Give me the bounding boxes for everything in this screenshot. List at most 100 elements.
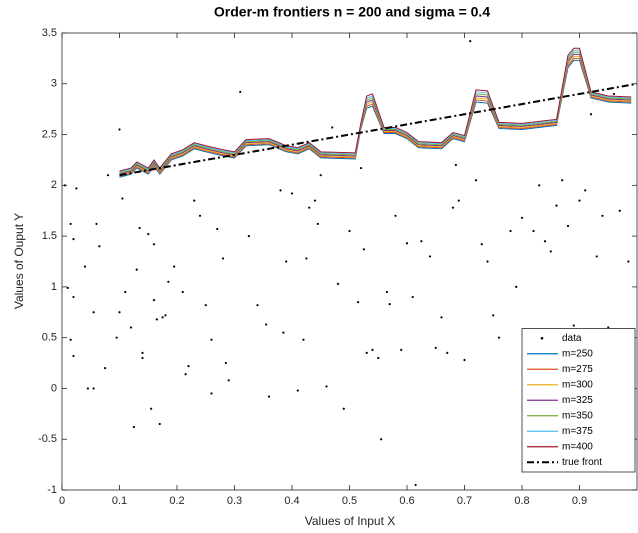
data-point (578, 199, 581, 202)
data-point (497, 336, 501, 339)
data-point (336, 282, 340, 285)
data-point (167, 280, 170, 283)
frontier-line (119, 47, 632, 172)
legend-label: m=375 (562, 426, 593, 437)
x-tick-label: 0 (59, 495, 65, 507)
data-point (601, 214, 604, 217)
data-point (549, 250, 552, 253)
data-point (92, 387, 95, 390)
data-point (161, 316, 164, 319)
y-axis-label: Values of Ouput Y (12, 213, 26, 309)
data-point (400, 348, 403, 351)
data-point (348, 229, 351, 233)
x-tick-label: 0.2 (169, 495, 184, 507)
data-point (155, 318, 158, 321)
x-tick-label: 0.4 (284, 495, 299, 507)
data-point (454, 163, 457, 167)
data-point (365, 351, 368, 354)
data-point (187, 365, 190, 368)
x-tick-label: 0.7 (457, 495, 472, 507)
data-point (486, 260, 489, 263)
data-point (152, 298, 156, 302)
data-point (589, 113, 593, 116)
data-point (265, 323, 268, 326)
x-tick-label: 0.5 (342, 495, 357, 507)
data-point (561, 179, 564, 182)
data-point (135, 268, 138, 271)
data-point (411, 295, 414, 299)
data-point (618, 209, 621, 212)
legend-marker (540, 336, 544, 340)
data-point (362, 248, 365, 251)
data-point (118, 128, 121, 131)
data-point (434, 346, 437, 349)
data-point (316, 222, 319, 226)
y-tick-label: 0 (51, 382, 57, 394)
data-point (492, 314, 495, 317)
data-point (595, 255, 598, 258)
data-point (308, 206, 311, 209)
data-point (440, 316, 443, 319)
data-point (69, 338, 72, 341)
data-point (224, 361, 227, 365)
data-point (121, 197, 124, 200)
legend-label: m=400 (562, 441, 593, 452)
data-point (394, 214, 397, 217)
data-point (414, 483, 417, 487)
legend-label: m=300 (562, 379, 593, 390)
data-point (572, 324, 575, 327)
data-point (420, 240, 423, 243)
data-point (69, 222, 72, 226)
chart-title: Order-m frontiers n = 200 and sigma = 0.… (214, 4, 490, 20)
data-point (325, 385, 328, 388)
y-tick-label: 2 (51, 179, 57, 191)
legend: data m=250 m=275 m=300 m=325 m=350 m=375 m=400 t… (521, 328, 636, 473)
data-point (584, 189, 587, 192)
y-tick-label: 1.5 (42, 230, 57, 242)
data-point (566, 224, 570, 228)
data-point (216, 227, 219, 231)
data-point (141, 351, 144, 354)
y-tick-label: 1 (51, 281, 57, 293)
data-point (520, 216, 524, 219)
legend-label: m=250 (562, 348, 593, 359)
data-point (331, 126, 334, 129)
data-point (104, 367, 107, 370)
data-point (532, 229, 535, 233)
data-point (115, 336, 118, 339)
data-point (313, 199, 317, 202)
data-point (152, 243, 156, 246)
data-point (282, 331, 285, 334)
data-point (474, 179, 478, 182)
data-point (388, 303, 391, 306)
data-point (83, 265, 87, 268)
y-tick-label: 2.5 (42, 128, 57, 140)
x-tick-label: 0.9 (572, 495, 587, 507)
data-point (342, 407, 345, 410)
data-point (380, 438, 383, 441)
data-point (457, 199, 460, 202)
reference-line (119, 82, 638, 177)
data-point (612, 92, 616, 96)
data-point (296, 389, 299, 392)
data-point (72, 295, 75, 299)
legend-label: m=275 (562, 364, 593, 375)
y-tick-label: 0.5 (42, 332, 57, 344)
data-point (538, 184, 541, 187)
x-tick-label: 0.1 (112, 495, 127, 507)
data-point (227, 379, 230, 382)
y-tick-label: -0.5 (38, 433, 57, 445)
data-point (72, 354, 75, 358)
data-point (515, 285, 518, 288)
data-point (446, 351, 449, 354)
data-point (405, 242, 409, 245)
data-point (239, 90, 242, 94)
data-point (106, 174, 110, 177)
data-point (371, 348, 374, 351)
data-point (210, 338, 213, 341)
x-axis-label: Values of Input X (305, 514, 396, 528)
data-point (305, 257, 308, 260)
data-point (129, 326, 133, 329)
legend-label: m=350 (562, 410, 593, 421)
